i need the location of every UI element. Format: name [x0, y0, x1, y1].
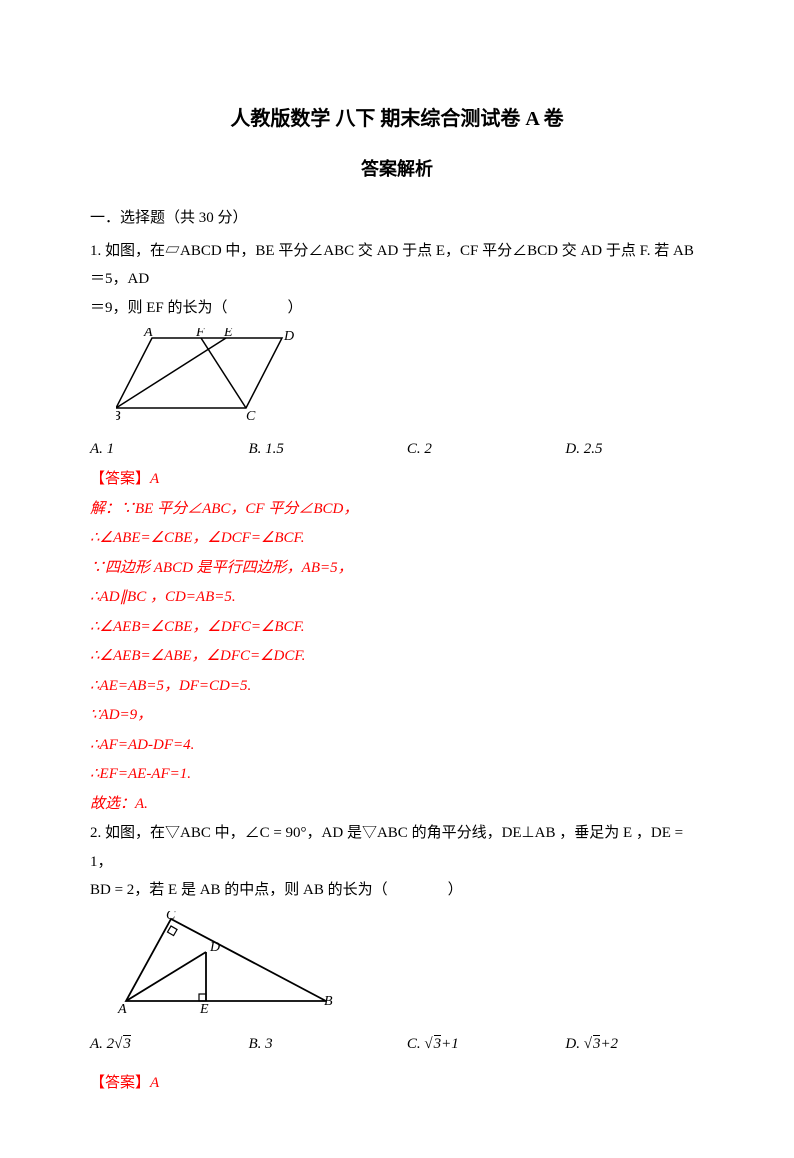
page-subtitle: 答案解析: [90, 152, 704, 186]
q2-figure: C D A E B: [116, 911, 704, 1027]
q2-option-c: C. √3+1: [407, 1030, 565, 1059]
triangle-diagram-icon: C D A E B: [116, 911, 336, 1016]
q1-sol-9: ∴EF=AE-AF=1.: [90, 760, 704, 789]
q2-answer: 【答案】A: [90, 1069, 704, 1098]
svg-text:A: A: [117, 1002, 127, 1016]
svg-text:A: A: [143, 328, 153, 340]
answer-value: A: [150, 471, 159, 487]
q2-option-d: D. √3+2: [565, 1030, 704, 1059]
q1-stem-line1: 1. 如图，在▱ABCD 中，BE 平分∠ABC 交 AD 于点 E，CF 平分…: [90, 237, 704, 294]
svg-text:D: D: [209, 940, 220, 955]
q1-sol-0: 解：∵BE 平分∠ABC，CF 平分∠BCD，: [90, 495, 704, 524]
q1-option-d: D. 2.5: [565, 435, 704, 464]
q1-sol-7: ∵AD=9，: [90, 701, 704, 730]
q2-stem-line1: 2. 如图，在▽ABC 中，∠C = 90°，AD 是▽ABC 的角平分线，DE…: [90, 819, 704, 876]
answer-label: 【答案】: [90, 1075, 150, 1091]
q1-sol-1: ∴∠ABE=∠CBE，∠DCF=∠BCF.: [90, 524, 704, 553]
svg-text:D: D: [283, 329, 294, 344]
svg-text:E: E: [223, 328, 233, 340]
q1-sol-5: ∴∠AEB=∠ABE，∠DFC=∠DCF.: [90, 642, 704, 671]
q1-sol-2: ∵四边形 ABCD 是平行四边形，AB=5，: [90, 554, 704, 583]
q2-options: A. 2√3 B. 3 C. √3+1 D. √3+2: [90, 1030, 704, 1059]
answer-value: A: [150, 1075, 159, 1091]
q1-answer: 【答案】A: [90, 465, 704, 494]
q2-c-prefix: C.: [407, 1036, 425, 1052]
q2-a-prefix: A. 2: [90, 1036, 114, 1052]
q1-stem-line2: ＝9，则 EF 的长为（ ）: [90, 294, 704, 323]
q2-c-suffix: +1: [441, 1036, 459, 1052]
svg-text:C: C: [166, 911, 176, 923]
parallelogram-diagram-icon: A F E D B C: [116, 328, 316, 420]
q1-options: A. 1 B. 1.5 C. 2 D. 2.5: [90, 435, 704, 464]
answer-label: 【答案】: [90, 471, 150, 487]
section-heading: 一．选择题（共 30 分）: [90, 204, 704, 233]
q1-figure: A F E D B C: [116, 328, 704, 431]
svg-text:B: B: [116, 409, 121, 420]
q1-sol-6: ∴AE=AB=5，DF=CD=5.: [90, 672, 704, 701]
q1-sol-3: ∴AD∥BC ，CD=AB=5.: [90, 583, 704, 612]
q2-stem-line2: BD = 2，若 E 是 AB 的中点，则 AB 的长为（ ）: [90, 876, 704, 905]
q1-option-c: C. 2: [407, 435, 565, 464]
q2-option-b: B. 3: [248, 1030, 406, 1059]
q1-answer-block: 【答案】A 解：∵BE 平分∠ABC，CF 平分∠BCD， ∴∠ABE=∠CBE…: [90, 465, 704, 818]
q1-sol-4: ∴∠AEB=∠CBE，∠DFC=∠BCF.: [90, 613, 704, 642]
q2-a-radicand: 3: [123, 1035, 131, 1052]
svg-text:F: F: [195, 328, 205, 340]
question-2: 2. 如图，在▽ABC 中，∠C = 90°，AD 是▽ABC 的角平分线，DE…: [90, 819, 704, 905]
svg-text:C: C: [246, 409, 256, 420]
q2-d-prefix: D.: [565, 1036, 583, 1052]
q2-d-suffix: +2: [600, 1036, 618, 1052]
q1-sol-8: ∴AF=AD-DF=4.: [90, 731, 704, 760]
q1-option-a: A. 1: [90, 435, 248, 464]
q1-sol-10: 故选：A.: [90, 790, 704, 819]
svg-text:B: B: [324, 994, 333, 1009]
question-1: 1. 如图，在▱ABCD 中，BE 平分∠ABC 交 AD 于点 E，CF 平分…: [90, 237, 704, 323]
q2-option-a: A. 2√3: [90, 1030, 248, 1059]
svg-text:E: E: [199, 1002, 209, 1016]
q1-option-b: B. 1.5: [248, 435, 406, 464]
q2-answer-block: 【答案】A: [90, 1069, 704, 1098]
page-title: 人教版数学 八下 期末综合测试卷 A 卷: [90, 100, 704, 138]
